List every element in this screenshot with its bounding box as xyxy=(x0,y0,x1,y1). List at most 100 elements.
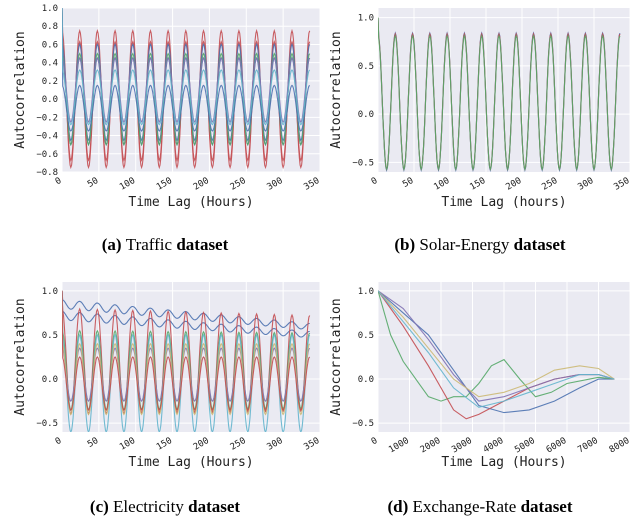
y-tick-label: 0.5 xyxy=(42,331,58,341)
series-line-4 xyxy=(62,290,311,432)
y-tick-label: 0.4 xyxy=(42,59,58,69)
x-tick-label: 3000 xyxy=(450,436,474,456)
x-tick-label: 6000 xyxy=(545,436,569,456)
x-tick-label: 50 xyxy=(86,436,100,450)
x-tick-label: 250 xyxy=(229,176,248,193)
plot-area xyxy=(378,8,630,172)
series-group xyxy=(378,17,621,172)
y-tick-label: −0.5 xyxy=(352,419,374,429)
x-tick-label: 2000 xyxy=(419,436,443,456)
panel-caption: (b) Solar-Energy dataset xyxy=(394,235,566,254)
x-tick-label: 250 xyxy=(229,436,248,453)
y-tick-label: 1.0 xyxy=(42,287,58,297)
caption-suffix: dataset xyxy=(188,497,240,516)
y-tick-label: 1.0 xyxy=(42,4,58,14)
caption-label: (a) xyxy=(102,235,126,254)
caption-name: Exchange-Rate xyxy=(412,497,520,516)
y-tick-label: 0.8 xyxy=(42,22,58,32)
x-tick-label: 200 xyxy=(192,176,211,193)
x-tick-label: 0 xyxy=(54,176,64,187)
caption-label: (c) xyxy=(90,497,113,516)
y-axis-label: Autocorrelation xyxy=(13,31,28,148)
x-tick-label: 50 xyxy=(86,176,100,190)
y-tick-label: −0.5 xyxy=(352,158,374,168)
x-tick-label: 1000 xyxy=(387,436,411,456)
x-tick-label: 350 xyxy=(302,436,321,453)
x-axis-label: Time Lag (Hours) xyxy=(128,195,253,210)
chart-panel-3: −0.5 0.0 0.5 1.0 0 1000 2000 3000 4000 5000 6000 70… xyxy=(329,282,632,516)
x-tick-label: 100 xyxy=(118,176,137,193)
x-tick-label: 300 xyxy=(576,176,595,193)
series-line-5 xyxy=(378,290,615,408)
x-axis-label: Time Lag (hours) xyxy=(441,195,566,210)
chart-panel-1: −0.5 0.0 0.5 1.0 0 50 100 150 200 250 300 350 Time L… xyxy=(329,8,632,254)
x-tick-label: 8000 xyxy=(608,436,632,456)
panel-caption: (d) Exchange-Rate dataset xyxy=(387,497,572,516)
plot-area xyxy=(62,8,320,172)
y-tick-label: 0.0 xyxy=(358,110,374,120)
x-tick-label: 4000 xyxy=(482,436,506,456)
y-tick-label: 0.0 xyxy=(358,375,374,385)
caption-name: Solar-Energy xyxy=(419,235,513,254)
y-tick-label: 0.5 xyxy=(358,331,374,341)
series-line-1 xyxy=(378,290,615,402)
y-tick-label: 0.5 xyxy=(358,62,374,72)
series-line-4 xyxy=(378,290,615,398)
x-tick-label: 0 xyxy=(370,176,380,187)
y-tick-label: 0.6 xyxy=(42,40,58,50)
x-tick-label: 250 xyxy=(540,176,559,193)
series-line-0 xyxy=(378,290,615,414)
x-tick-label: 100 xyxy=(118,436,137,453)
y-axis-label: Autocorrelation xyxy=(329,31,344,148)
x-tick-label: 300 xyxy=(266,176,285,193)
x-tick-label: 100 xyxy=(432,176,451,193)
x-tick-label: 350 xyxy=(302,176,321,193)
series-line-1 xyxy=(62,8,311,162)
y-tick-label: 0.2 xyxy=(42,77,58,87)
y-tick-label: −0.4 xyxy=(36,132,58,142)
y-tick-label: −0.2 xyxy=(36,113,58,123)
caption-label: (d) xyxy=(387,497,412,516)
x-tick-label: 5000 xyxy=(513,436,537,456)
series-line-7 xyxy=(62,290,311,411)
x-tick-label: 200 xyxy=(192,436,211,453)
series-group xyxy=(378,290,615,420)
x-tick-label: 150 xyxy=(468,176,487,193)
series-line-7 xyxy=(62,8,311,126)
y-tick-label: −0.5 xyxy=(36,419,58,429)
x-tick-label: 300 xyxy=(266,436,285,453)
y-tick-label: 0.0 xyxy=(42,375,58,385)
x-tick-label: 50 xyxy=(401,176,415,190)
x-tick-label: 200 xyxy=(504,176,523,193)
chart-panel-0: −0.8 −0.6 −0.4 −0.2 0.0 0.2 0.4 0.6 0.8 1.0 0 50 100… xyxy=(13,4,322,254)
series-line-2 xyxy=(378,17,621,171)
caption-suffix: dataset xyxy=(176,235,228,254)
y-axis-label: Autocorrelation xyxy=(329,298,344,415)
y-tick-label: 1.0 xyxy=(358,287,374,297)
panel-caption: (c) Electricity dataset xyxy=(90,497,240,516)
caption-label: (b) xyxy=(394,235,419,254)
x-tick-label: 150 xyxy=(155,436,174,453)
y-axis-label: Autocorrelation xyxy=(13,298,28,415)
x-tick-label: 0 xyxy=(54,436,64,447)
series-group xyxy=(62,8,311,170)
series-line-5 xyxy=(62,290,311,402)
x-tick-label: 0 xyxy=(370,436,380,447)
chart-panel-2: −0.5 0.0 0.5 1.0 0 50 100 150 200 250 300 350 Time L… xyxy=(13,282,322,516)
y-tick-label: −0.8 xyxy=(36,168,58,178)
y-tick-label: 1.0 xyxy=(358,14,374,24)
panel-caption: (a) Traffic dataset xyxy=(102,235,229,254)
y-tick-label: 0.0 xyxy=(42,95,58,105)
caption-suffix: dataset xyxy=(514,235,566,254)
series-line-6 xyxy=(62,8,311,132)
x-tick-label: 7000 xyxy=(576,436,600,456)
x-tick-label: 350 xyxy=(612,176,631,193)
caption-name: Electricity xyxy=(113,497,188,516)
x-axis-label: Time Lag (Hours) xyxy=(441,455,566,470)
caption-name: Traffic xyxy=(126,235,177,254)
caption-suffix: dataset xyxy=(521,497,573,516)
series-group xyxy=(62,290,311,432)
x-axis-label: Time Lag (Hours) xyxy=(128,455,253,470)
y-tick-label: −0.6 xyxy=(36,150,58,160)
